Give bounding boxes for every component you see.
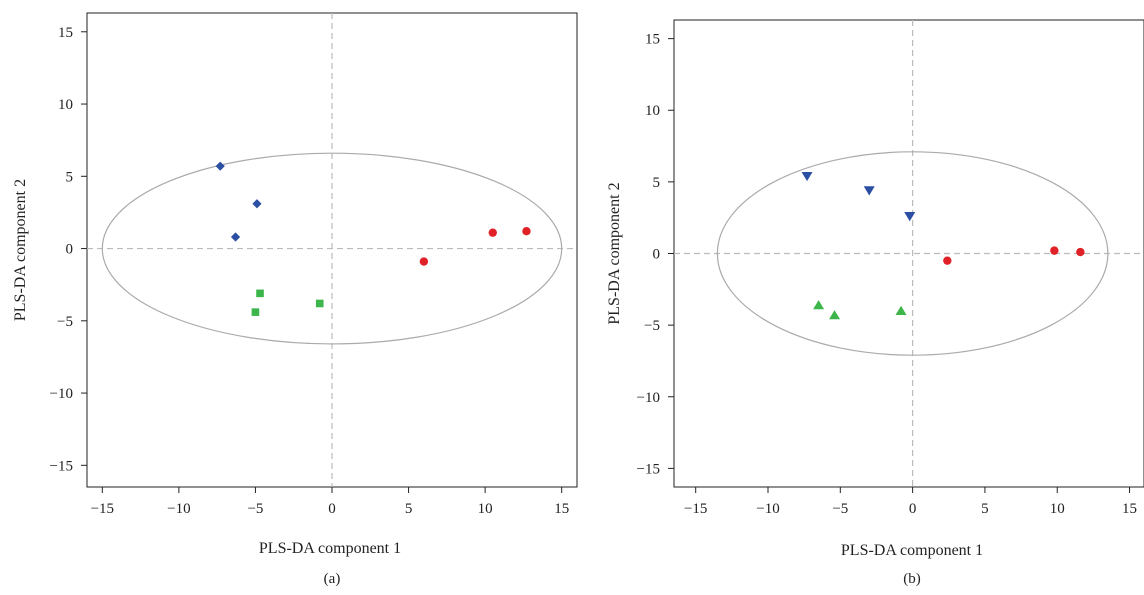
- y-tick-label: 0: [653, 247, 661, 263]
- y-tick-label: 5: [653, 175, 661, 191]
- data-point-triangle-up: [829, 310, 841, 320]
- y-tick-label: −5: [57, 314, 73, 330]
- data-point-circle: [943, 256, 952, 265]
- data-point-circle: [522, 227, 531, 236]
- data-point-circle: [488, 228, 497, 237]
- x-tick-label: 10: [1050, 501, 1065, 517]
- y-axis-title: PLS-DA component 2: [12, 179, 29, 321]
- x-tick-label: 5: [405, 501, 413, 517]
- x-axis-title: PLS-DA component 1: [259, 540, 401, 557]
- data-point-diamond: [252, 199, 262, 209]
- x-tick-label: 0: [909, 501, 917, 517]
- data-point-diamond: [215, 161, 225, 171]
- x-tick-label: −5: [832, 501, 848, 517]
- data-point-square: [251, 308, 260, 316]
- panel-b: −15 −10 −5 0 5 10 15 −15 −10 −5 0 5 10 15 PLS-DA com…: [606, 19, 1144, 587]
- x-tick-label: −15: [684, 501, 707, 517]
- data-point-triangle-down: [801, 171, 813, 182]
- x-tick-label: 10: [478, 501, 493, 517]
- x-tick-label: −10: [167, 501, 190, 517]
- x-tick-label: 0: [328, 501, 336, 517]
- data-point-triangle-down: [863, 186, 875, 196]
- panel-label: (b): [903, 571, 921, 587]
- data-point-diamond: [230, 232, 241, 242]
- y-tick-label: −15: [637, 461, 660, 477]
- x-tick-label: 5: [981, 501, 989, 517]
- data-point-triangle-up: [813, 300, 825, 310]
- x-tick-label: −15: [91, 501, 114, 517]
- data-point-circle: [1076, 247, 1085, 257]
- y-tick-label: −10: [50, 386, 73, 402]
- y-tick-label: 15: [58, 25, 73, 41]
- y-tick-label: 5: [66, 169, 74, 185]
- x-tick-label: 15: [554, 501, 569, 517]
- data-point-square: [256, 289, 264, 298]
- y-tick-label: 15: [645, 32, 660, 48]
- y-tick-label: −5: [644, 318, 660, 334]
- data-point-circle: [1050, 246, 1059, 255]
- x-tick-label: −10: [756, 501, 779, 517]
- confidence-ellipse: [716, 151, 1109, 356]
- x-tick-label: −5: [247, 501, 263, 517]
- data-point-triangle-down: [904, 212, 916, 222]
- y-tick-label: 10: [645, 103, 660, 119]
- x-tick-label: 15: [1122, 501, 1137, 517]
- x-axis-title: PLS-DA component 1: [841, 542, 983, 559]
- data-point-square: [315, 299, 324, 308]
- y-tick-label: 10: [58, 97, 73, 113]
- panel-label: (a): [324, 571, 341, 587]
- y-tick-label: −10: [637, 390, 660, 406]
- y-axis-title: PLS-DA component 2: [606, 182, 623, 324]
- data-point-circle: [419, 257, 429, 266]
- confidence-ellipse: [101, 152, 563, 345]
- y-tick-label: 0: [66, 242, 74, 258]
- panel-a: −15 −10 −5 0 5 10 15 −15 −10 −5 0 5 10 15 PLS-DA com…: [12, 12, 578, 587]
- y-tick-label: −15: [50, 458, 73, 474]
- data-point-triangle-up: [895, 305, 907, 316]
